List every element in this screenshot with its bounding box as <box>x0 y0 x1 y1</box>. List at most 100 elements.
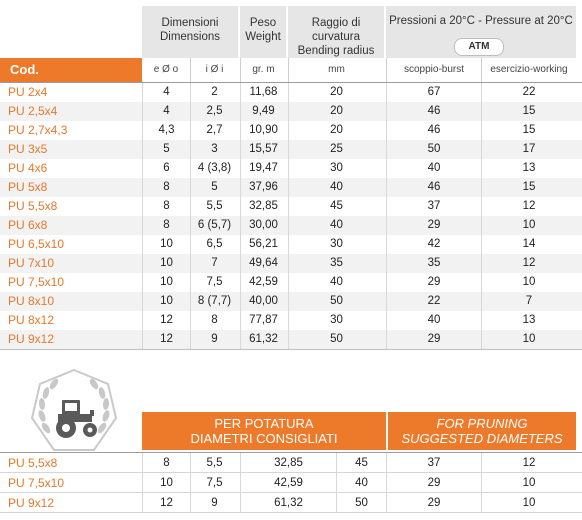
cell-code: PU 5,5x8 <box>8 456 58 470</box>
cell-weight: 42,59 <box>240 273 286 292</box>
table-row: PU 6,5x10 10 6,5 56,21 30 42 14 <box>0 235 582 254</box>
cell-code: PU 4x6 <box>8 161 48 175</box>
cell-od: 8 <box>142 197 190 216</box>
working-header: esercizio-working <box>481 58 576 82</box>
table-row: PU 9x12 12 9 61,32 50 29 10 <box>0 330 582 349</box>
outer-diameter-header: e Ø o <box>142 58 190 82</box>
cell-burst: 46 <box>386 102 481 121</box>
cell-working: 12 <box>481 254 576 273</box>
cell-id: 3 <box>190 140 238 159</box>
cell-burst: 40 <box>386 311 481 330</box>
atm-badge: ATM <box>454 38 504 56</box>
cell-burst: 46 <box>386 178 481 197</box>
cell-code: PU 8x12 <box>8 313 55 327</box>
cell-weight: 37,96 <box>240 178 286 197</box>
bending-header: Raggio di curvatura Bending radius <box>288 6 384 60</box>
weight-unit-header: gr. m <box>240 58 286 82</box>
table-row: PU 8x12 12 8 77,87 30 40 13 <box>0 311 582 330</box>
cell-radius: 45 <box>288 197 384 216</box>
cell-id: 2,7 <box>190 121 238 140</box>
cell-weight: 11,68 <box>240 83 286 102</box>
cell-burst: 35 <box>386 254 481 273</box>
cell-od: 8 <box>142 216 190 235</box>
cell-weight: 61,32 <box>240 330 286 349</box>
cell-code: PU 8x10 <box>8 294 55 308</box>
table-bottom-rule <box>0 349 582 350</box>
cell-od: 10 <box>142 292 190 311</box>
dimensions-header-en: Dimensions <box>159 31 221 43</box>
table-row: PU 3x5 5 3 15,57 25 50 17 <box>0 140 582 159</box>
cell-burst: 29 <box>386 473 481 493</box>
burst-header: scoppio-burst <box>386 58 481 82</box>
cell-radius: 50 <box>288 292 384 311</box>
cell-od: 12 <box>142 311 190 330</box>
cell-od: 8 <box>142 178 190 197</box>
cell-code: PU 5x8 <box>8 180 48 194</box>
cell-id: 2,5 <box>190 102 238 121</box>
pruning-header-en: FOR PRUNING SUGGESTED DIAMETERS <box>386 412 576 450</box>
cell-working: 15 <box>481 102 576 121</box>
cell-weight: 19,47 <box>240 159 286 178</box>
cell-radius: 50 <box>288 330 384 349</box>
cell-working: 15 <box>481 178 576 197</box>
bending-header-it: Raggio di curvatura <box>311 17 361 43</box>
table-row: PU 5x8 8 5 37,96 40 46 15 <box>0 178 582 197</box>
cell-working: 14 <box>481 235 576 254</box>
table-row: PU 5,5x8 8 5,5 32,85 45 37 12 <box>0 197 582 216</box>
cell-radius: 40 <box>288 216 384 235</box>
cell-burst: 37 <box>386 453 481 473</box>
cell-burst: 42 <box>386 235 481 254</box>
cell-od: 6 <box>142 159 190 178</box>
cod-header: Cod. <box>0 58 142 82</box>
cell-weight: 32,85 <box>240 453 336 473</box>
cell-working: 10 <box>481 473 576 493</box>
cell-od: 8 <box>142 453 190 473</box>
cell-radius: 40 <box>336 473 386 493</box>
cell-radius: 20 <box>288 102 384 121</box>
cell-od: 10 <box>142 235 190 254</box>
cell-id: 5,5 <box>190 453 238 473</box>
cell-id: 7,5 <box>190 473 238 493</box>
dimensions-header-it: Dimensioni <box>161 17 219 29</box>
cell-od: 12 <box>142 330 190 349</box>
cell-burst: 50 <box>386 140 481 159</box>
cell-weight: 15,57 <box>240 140 286 159</box>
pruning-row: PU 7,5x10 10 7,5 42,59 40 29 10 <box>0 473 582 493</box>
cell-code: PU 9x12 <box>8 332 55 346</box>
table-row: PU 6x8 8 6 (5,7) 30,00 40 29 10 <box>0 216 582 235</box>
cell-id: 5 <box>190 178 238 197</box>
cell-working: 15 <box>481 121 576 140</box>
cell-working: 10 <box>481 216 576 235</box>
table-row: PU 8x10 10 8 (7,7) 40,00 50 22 7 <box>0 292 582 311</box>
cell-od: 4 <box>142 102 190 121</box>
cell-id: 2 <box>190 83 238 102</box>
table-row: PU 2x4 4 2 11,68 20 67 22 <box>0 83 582 102</box>
cell-burst: 29 <box>386 273 481 292</box>
pruning-subtitle-en: SUGGESTED DIAMETERS <box>401 431 563 446</box>
cell-weight: 61,32 <box>240 493 336 513</box>
cell-burst: 22 <box>386 292 481 311</box>
cell-weight: 32,85 <box>240 197 286 216</box>
cell-burst: 46 <box>386 121 481 140</box>
pruning-row: PU 5,5x8 8 5,5 32,85 45 37 12 <box>0 453 582 473</box>
cell-od: 5 <box>142 140 190 159</box>
table-row: PU 2,5x4 4 2,5 9,49 20 46 15 <box>0 102 582 121</box>
table-row: PU 7x10 10 7 49,64 35 35 12 <box>0 254 582 273</box>
cell-working: 12 <box>481 453 576 473</box>
cell-weight: 42,59 <box>240 473 336 493</box>
cell-code: PU 6x8 <box>8 218 48 232</box>
inner-diameter-header: i Ø i <box>190 58 238 82</box>
cell-burst: 29 <box>386 216 481 235</box>
cell-weight: 56,21 <box>240 235 286 254</box>
header-rule <box>0 82 582 83</box>
cell-id: 4 (3,8) <box>190 159 238 178</box>
table-row: PU 7,5x10 10 7,5 42,59 40 29 10 <box>0 273 582 292</box>
cell-working: 10 <box>481 330 576 349</box>
cell-od: 10 <box>142 254 190 273</box>
cell-radius: 50 <box>336 493 386 513</box>
cell-code: PU 7,5x10 <box>8 476 65 490</box>
cell-code: PU 3x5 <box>8 142 48 156</box>
cell-code: PU 7x10 <box>8 256 55 270</box>
cell-burst: 37 <box>386 197 481 216</box>
pruning-title-en: FOR PRUNING <box>436 416 528 431</box>
